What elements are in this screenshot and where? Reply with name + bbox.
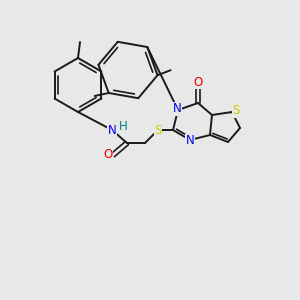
Text: H: H <box>118 119 127 133</box>
Text: N: N <box>108 124 116 136</box>
Text: N: N <box>186 134 194 148</box>
Text: O: O <box>103 148 112 161</box>
Text: N: N <box>172 103 182 116</box>
Text: S: S <box>232 104 240 118</box>
Text: S: S <box>154 124 162 136</box>
Text: O: O <box>194 76 202 88</box>
